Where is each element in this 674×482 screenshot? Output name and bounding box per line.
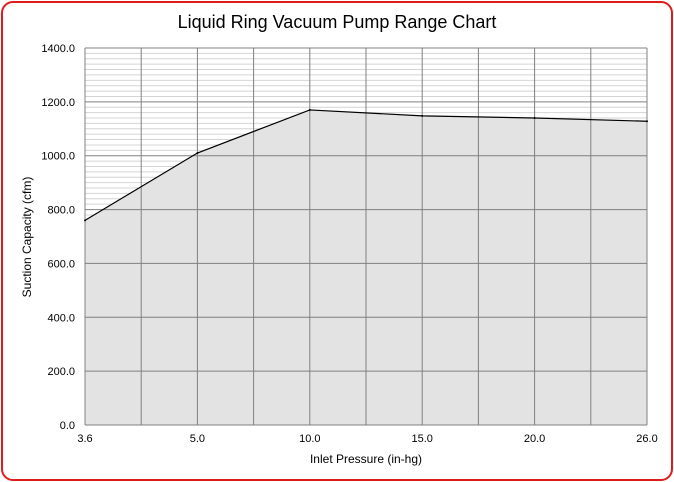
x-tick-label: 3.6 xyxy=(77,433,92,445)
y-tick-labels: 0.0 200.0 400.0 600.0 800.0 1000.0 1200.0 1400.… xyxy=(41,43,75,432)
y-tick-label: 0.0 xyxy=(60,420,75,432)
x-tick-label: 10.0 xyxy=(299,433,320,445)
y-tick-label: 1000.0 xyxy=(41,151,75,163)
series-line xyxy=(84,109,648,221)
x-tick-labels: 3.6 5.0 10.0 15.0 20.0 26.0 xyxy=(77,433,657,445)
chart-title: Liquid Ring Vacuum Pump Range Chart xyxy=(178,12,497,32)
line-layer xyxy=(84,108,648,222)
y-tick-label: 800.0 xyxy=(47,205,75,217)
x-tick-label: 15.0 xyxy=(411,433,432,445)
y-axis-title: Suction Capacity (cfm) xyxy=(20,177,34,298)
major-gridlines xyxy=(84,47,648,426)
data-point xyxy=(308,108,311,111)
data-point xyxy=(421,114,424,117)
data-point xyxy=(196,152,199,155)
data-point xyxy=(84,219,86,222)
x-axis-title: Inlet Pressure (in-hg) xyxy=(310,452,422,466)
y-tick-label: 1400.0 xyxy=(41,43,75,55)
x-tick-label: 5.0 xyxy=(190,433,205,445)
y-tick-label: 400.0 xyxy=(47,312,75,324)
y-tick-label: 600.0 xyxy=(47,258,75,270)
y-tick-label: 200.0 xyxy=(47,366,75,378)
x-tick-label: 26.0 xyxy=(636,433,657,445)
data-point xyxy=(533,117,536,120)
y-tick-label: 1200.0 xyxy=(41,97,75,109)
data-point xyxy=(646,120,648,123)
x-tick-label: 20.0 xyxy=(524,433,545,445)
